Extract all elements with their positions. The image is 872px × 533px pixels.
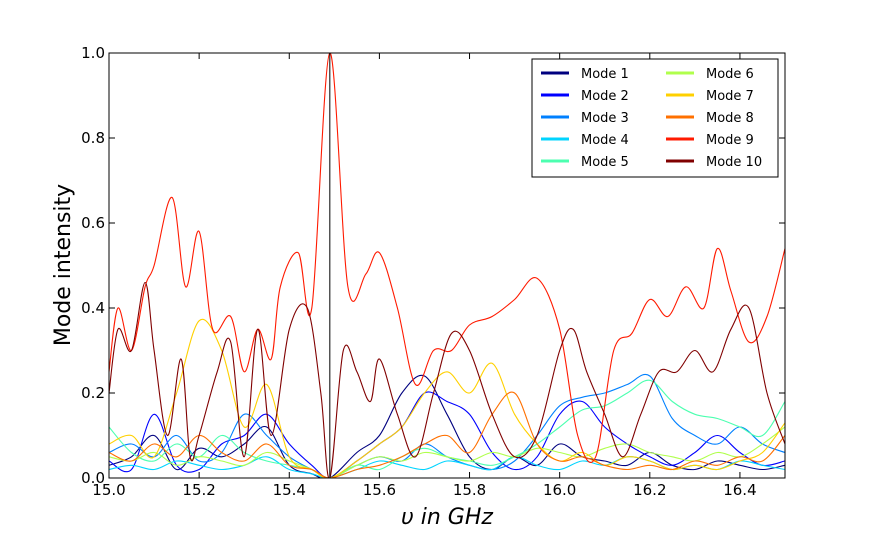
legend: Mode 1 Mode 2 Mode 3 Mode 4 Mode 5 Mode 6 Mode… — [531, 58, 779, 178]
legend-label: Mode 6 — [706, 67, 754, 82]
series-line-mode-8 — [109, 391, 785, 478]
legend-frame — [531, 58, 779, 178]
y-tick-label: 1.0 — [81, 44, 105, 62]
legend-label: Mode 1 — [581, 67, 629, 82]
legend-label: Mode 10 — [706, 155, 762, 170]
legend-item-mode-3: Mode 3 — [541, 111, 629, 126]
x-tick-label: 15.6 — [363, 481, 396, 499]
plot-frame — [108, 52, 786, 479]
legend-label: Mode 3 — [581, 111, 629, 126]
series-line-mode-2 — [109, 391, 785, 478]
x-axis-ticks: 15.0 15.2 15.4 15.6 15.8 16.0 16.2 16.4 — [92, 53, 757, 499]
legend-item-mode-10: Mode 10 — [666, 155, 762, 170]
legend-label: Mode 4 — [581, 133, 629, 148]
x-tick-label: 16.4 — [723, 481, 756, 499]
legend-label: Mode 9 — [706, 133, 754, 148]
series-line-mode-9 — [109, 53, 785, 463]
legend-item-mode-6: Mode 6 — [666, 67, 754, 82]
y-axis-ticks: 0.0 0.2 0.4 0.6 0.8 1.0 — [81, 44, 785, 487]
series-line-mode-6 — [109, 426, 785, 478]
x-tick-label: 15.0 — [92, 481, 125, 499]
series-layer — [109, 53, 785, 478]
x-tick-label: 16.0 — [543, 481, 576, 499]
y-tick-label: 0.2 — [81, 384, 105, 402]
legend-item-mode-8: Mode 8 — [666, 111, 754, 126]
legend-item-mode-1: Mode 1 — [541, 67, 629, 82]
legend-item-mode-2: Mode 2 — [541, 89, 629, 104]
legend-label: Mode 5 — [581, 155, 629, 170]
y-tick-label: 0.0 — [81, 469, 105, 487]
legend-label: Mode 2 — [581, 89, 629, 104]
x-tick-label: 15.2 — [182, 481, 215, 499]
y-tick-label: 0.8 — [81, 129, 105, 147]
legend-label: Mode 8 — [706, 111, 754, 126]
legend-item-mode-4: Mode 4 — [541, 133, 629, 148]
legend-item-mode-9: Mode 9 — [666, 133, 754, 148]
y-tick-label: 0.4 — [81, 299, 105, 317]
legend-item-mode-7: Mode 7 — [666, 89, 754, 104]
legend-label: Mode 7 — [706, 89, 754, 104]
x-tick-label: 16.2 — [633, 481, 666, 499]
series-line-mode-10 — [109, 281, 785, 478]
y-tick-label: 0.6 — [81, 214, 105, 232]
y-axis-label: Mode intensity — [51, 184, 76, 346]
legend-item-mode-5: Mode 5 — [541, 155, 629, 170]
x-axis-label: υ in GHz — [401, 505, 493, 530]
x-tick-label: 15.4 — [273, 481, 306, 499]
x-tick-label: 15.8 — [453, 481, 486, 499]
